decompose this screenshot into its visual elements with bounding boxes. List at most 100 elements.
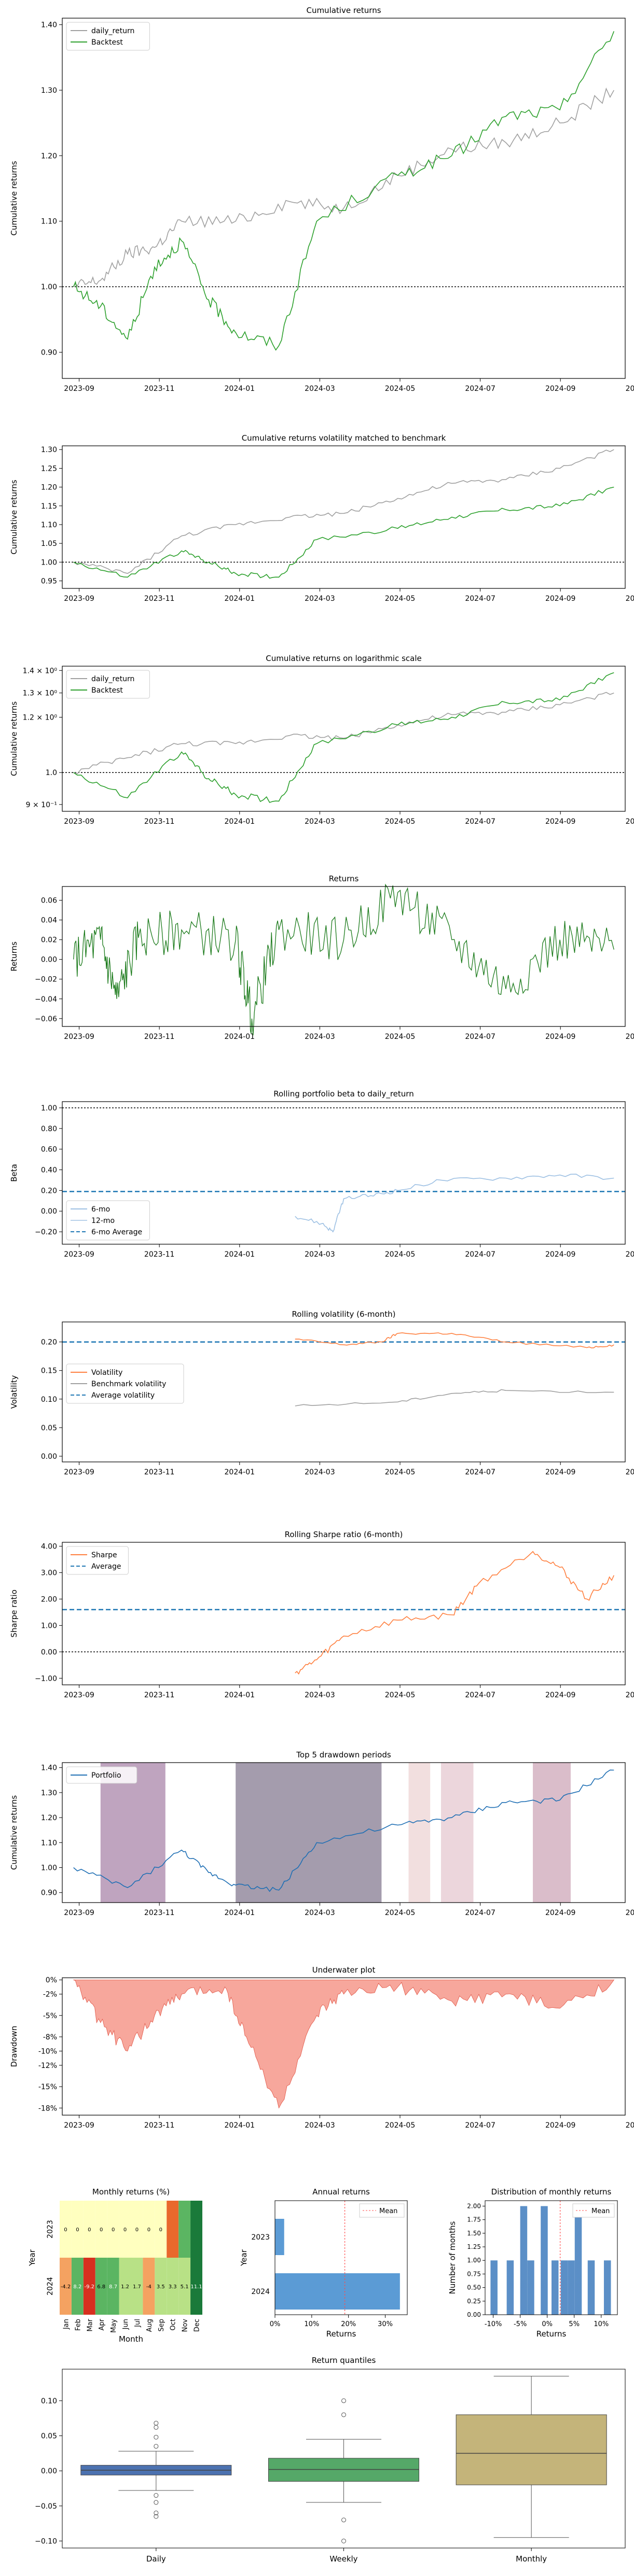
vol-series-benchmark-volatility xyxy=(295,1389,614,1406)
underwater-xtick-label: 2023-11 xyxy=(144,2121,175,2130)
volmatch-xtick-label: 2024-09 xyxy=(545,595,576,603)
quantiles-ytick-label: 0.10 xyxy=(41,2397,57,2405)
beta-xtick-label: 2024-07 xyxy=(465,1250,495,1259)
quantiles-xtick-label: Monthly xyxy=(516,2554,547,2564)
cum-frame xyxy=(62,18,626,379)
logscale-xtick-label: 2024-11 xyxy=(626,818,634,826)
logscale-ylabel: Cumulative returns xyxy=(9,701,19,776)
quantiles-outlier xyxy=(154,2425,159,2430)
heatmap-cell xyxy=(190,2258,202,2315)
volmatch-ytick-label: 1.10 xyxy=(41,521,57,529)
heatmap-cell xyxy=(143,2201,155,2258)
cum-xtick-label: 2024-05 xyxy=(385,385,416,393)
heatmap-cell-label: 0 xyxy=(112,2227,115,2233)
returns-ytick-label: 0.02 xyxy=(41,936,57,945)
beta-xtick-label: 2024-01 xyxy=(225,1250,255,1259)
distribution-bin-4 xyxy=(527,2260,534,2315)
cum-xtick-label: 2024-11 xyxy=(626,385,634,393)
annual-year-label: 2024 xyxy=(251,2288,270,2296)
distribution-xtick-label: 0% xyxy=(542,2320,553,2328)
distribution-bin-7 xyxy=(560,2260,568,2315)
monthly-heatmap-panel: Monthly returns (%) 0 0 0 0 0 0 0 0 0 -4.2 8.2 -9.2 6… xyxy=(27,2187,202,2344)
logscale-ytick-label: 1.3 × 10⁰ xyxy=(23,689,58,698)
cum-xtick-label: 2024-01 xyxy=(225,385,255,393)
drawdown-band-5 xyxy=(533,1763,571,1903)
vol-legend-label: Benchmark volatility xyxy=(91,1380,166,1388)
underwater-ytick-label: -8% xyxy=(43,2033,57,2042)
heatmap-cell xyxy=(71,2201,84,2258)
heatmap-month-label: Sep xyxy=(158,2319,166,2332)
quantiles-outlier xyxy=(154,2493,159,2498)
beta-ylabel: Beta xyxy=(9,1164,19,1182)
heatmap-month-label: Aug xyxy=(146,2319,154,2332)
underwater-frame xyxy=(62,1977,626,2116)
logscale-xtick-label: 2023-09 xyxy=(64,818,94,826)
return-quantiles-panel: Return quantiles −0.10 −0.05 0.00 0.05 0.10 Da… xyxy=(35,2356,626,2564)
volmatch-ytick-label: 1.25 xyxy=(41,464,57,473)
vol-xtick-label: 2024-01 xyxy=(225,1468,255,1476)
beta-legend-label: 6-mo Average xyxy=(91,1228,142,1236)
cum-xtick-label: 2024-03 xyxy=(305,385,335,393)
heatmap-month-label: Feb xyxy=(74,2319,82,2331)
returns-ylabel: Returns xyxy=(9,941,19,972)
vol-xtick-label: 2024-09 xyxy=(545,1468,576,1476)
logscale-legend-label: daily_return xyxy=(91,675,134,683)
heatmap-cell xyxy=(167,2201,179,2258)
cum-legend-label: Backtest xyxy=(91,38,123,47)
quantiles-outlier xyxy=(154,2500,159,2505)
underwater-xtick-label: 2024-05 xyxy=(385,2121,416,2130)
sharpe-ytick-label: −1.00 xyxy=(35,1674,57,1683)
beta-legend xyxy=(66,1200,150,1241)
logscale-ytick-label: 1.4 × 10⁰ xyxy=(23,667,58,675)
drawdown-xtick-label: 2024-07 xyxy=(465,1909,495,1917)
volmatch-panel: Cumulative returns volatility matched to… xyxy=(9,433,634,603)
logscale-ytick-label: 1.2 × 10⁰ xyxy=(23,714,58,722)
heatmap-ylabel: Year xyxy=(27,2249,37,2267)
vol-legend-label: Volatility xyxy=(91,1369,122,1377)
distribution-ytick-label: 0.50 xyxy=(467,2284,481,2291)
drawdown-ytick-label: 1.20 xyxy=(41,1814,57,1822)
distribution-panel: Distribution of monthly returns Mean 0.00 0… xyxy=(448,2187,618,2339)
drawdown-series-portfolio xyxy=(73,1769,614,1892)
sharpe-ytick-label: 4.00 xyxy=(41,1543,57,1551)
underwater-panel: Underwater plot Drawdown 0% -2% -5% -8% -10% -1… xyxy=(9,1965,634,2130)
heatmap-cell-label: 1.2 xyxy=(121,2284,129,2290)
returns-ytick-label: 0.00 xyxy=(41,956,57,964)
sharpe-ytick-label: 3.00 xyxy=(41,1569,57,1578)
heatmap-cell-label: 1.7 xyxy=(133,2284,141,2290)
heatmap-cell-label: 0 xyxy=(123,2227,127,2233)
annual-returns-panel: Annual returns 2023 2024 Mean 0% 10% 20% 30% Ret… xyxy=(239,2187,408,2339)
drawdown-ytick-label: 1.40 xyxy=(41,1764,57,1772)
distribution-ytick-label: 0.25 xyxy=(467,2298,481,2305)
quantiles-outlier xyxy=(154,2510,159,2515)
sharpe-xtick-label: 2024-07 xyxy=(465,1691,495,1699)
cum-xtick-label: 2023-11 xyxy=(144,385,175,393)
logscale-series-backtest xyxy=(73,672,614,803)
quantiles-outlier xyxy=(341,2517,346,2523)
vol-series-volatility xyxy=(295,1332,614,1348)
cum-legend-label: daily_return xyxy=(91,27,134,35)
drawdown-band-3 xyxy=(408,1763,431,1903)
vol-xtick-label: 2023-11 xyxy=(144,1468,175,1476)
sharpe-frame xyxy=(62,1542,626,1685)
quantiles-xtick-label: Weekly xyxy=(329,2554,357,2564)
heatmap-month-label: Jun xyxy=(122,2319,130,2330)
heatmap-cell xyxy=(155,2201,167,2258)
distribution-ytick-label: 0.00 xyxy=(467,2311,481,2318)
quantiles-outlier xyxy=(341,2538,346,2543)
returns-xtick-label: 2024-09 xyxy=(545,1033,576,1041)
drawdown-title: Top 5 drawdown periods xyxy=(296,1750,391,1759)
vol-xtick-label: 2024-07 xyxy=(465,1468,495,1476)
distribution-xlabel: Returns xyxy=(536,2329,567,2339)
heatmap-cell-label: 0 xyxy=(147,2227,150,2233)
returns-xtick-label: 2023-11 xyxy=(144,1033,175,1041)
returns-ytick-label: −0.02 xyxy=(35,976,57,984)
returns-xtick-label: 2023-09 xyxy=(64,1033,94,1041)
underwater-xtick-label: 2023-09 xyxy=(64,2121,94,2130)
drawdown-panel: Top 5 drawdown periods Cumulative returns… xyxy=(9,1750,634,1917)
drawdown-band-1 xyxy=(100,1763,166,1903)
heatmap-cell-label: -9.2 xyxy=(85,2284,95,2290)
drawdown-xtick-label: 2024-05 xyxy=(385,1909,416,1917)
volmatch-xtick-label: 2024-01 xyxy=(225,595,255,603)
